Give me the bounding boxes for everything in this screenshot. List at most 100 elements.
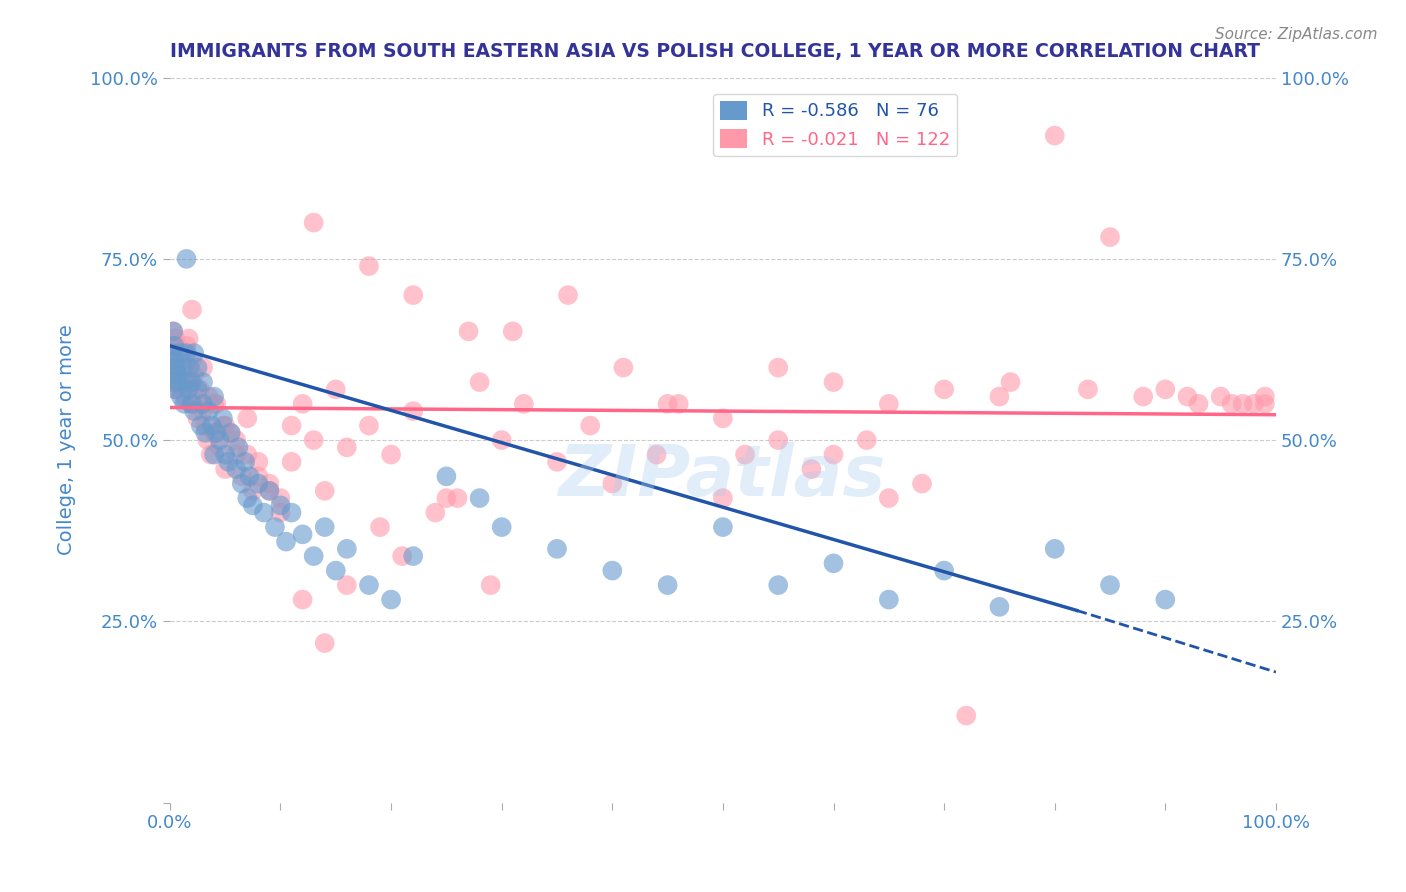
Point	[173, 397, 195, 411]
Point	[166, 339, 188, 353]
Point	[1154, 382, 1177, 396]
Point	[934, 382, 956, 396]
Point	[183, 404, 205, 418]
Point	[197, 404, 219, 418]
Point	[1077, 382, 1099, 396]
Point	[186, 360, 208, 375]
Point	[166, 353, 188, 368]
Point	[170, 346, 193, 360]
Point	[219, 425, 242, 440]
Point	[823, 448, 845, 462]
Point	[186, 411, 208, 425]
Point	[202, 425, 225, 440]
Point	[988, 599, 1011, 614]
Point	[162, 324, 184, 338]
Text: Source: ZipAtlas.com: Source: ZipAtlas.com	[1215, 27, 1378, 42]
Point	[259, 476, 281, 491]
Point	[800, 462, 823, 476]
Point	[231, 469, 253, 483]
Point	[176, 360, 198, 375]
Point	[225, 433, 247, 447]
Point	[291, 397, 314, 411]
Point	[177, 332, 200, 346]
Point	[176, 339, 198, 353]
Point	[163, 346, 186, 360]
Point	[170, 360, 193, 375]
Point	[325, 564, 347, 578]
Point	[214, 448, 236, 462]
Point	[238, 469, 260, 483]
Point	[197, 433, 219, 447]
Point	[855, 433, 877, 447]
Point	[269, 506, 291, 520]
Point	[166, 368, 188, 382]
Point	[167, 375, 190, 389]
Point	[766, 578, 789, 592]
Point	[194, 418, 217, 433]
Point	[264, 520, 287, 534]
Point	[169, 346, 191, 360]
Point	[165, 353, 187, 368]
Point	[214, 462, 236, 476]
Point	[402, 404, 425, 418]
Point	[1220, 397, 1243, 411]
Point	[253, 506, 276, 520]
Point	[546, 455, 568, 469]
Point	[357, 259, 380, 273]
Point	[247, 476, 270, 491]
Point	[280, 418, 302, 433]
Point	[402, 288, 425, 302]
Point	[1187, 397, 1209, 411]
Point	[402, 549, 425, 563]
Point	[291, 592, 314, 607]
Point	[176, 382, 198, 396]
Point	[225, 448, 247, 462]
Point	[302, 216, 325, 230]
Point	[162, 375, 184, 389]
Point	[190, 397, 212, 411]
Point	[934, 564, 956, 578]
Point	[600, 564, 623, 578]
Point	[877, 397, 900, 411]
Point	[163, 360, 186, 375]
Point	[612, 360, 634, 375]
Point	[657, 578, 679, 592]
Point	[180, 397, 202, 411]
Point	[1254, 390, 1277, 404]
Point	[259, 483, 281, 498]
Point	[188, 382, 211, 396]
Point	[214, 418, 236, 433]
Point	[236, 411, 259, 425]
Point	[911, 476, 934, 491]
Point	[1254, 397, 1277, 411]
Point	[202, 448, 225, 462]
Point	[212, 411, 235, 425]
Point	[162, 324, 184, 338]
Point	[165, 382, 187, 396]
Point	[546, 541, 568, 556]
Point	[1232, 397, 1254, 411]
Point	[955, 708, 977, 723]
Point	[314, 483, 336, 498]
Point	[1099, 230, 1122, 244]
Point	[218, 455, 240, 469]
Point	[336, 578, 359, 592]
Point	[202, 397, 225, 411]
Point	[205, 397, 228, 411]
Point	[734, 448, 756, 462]
Point	[274, 534, 297, 549]
Point	[711, 491, 734, 505]
Point	[269, 499, 291, 513]
Point	[468, 375, 491, 389]
Point	[191, 375, 214, 389]
Point	[766, 433, 789, 447]
Point	[434, 469, 457, 483]
Point	[228, 441, 250, 455]
Point	[557, 288, 579, 302]
Point	[280, 455, 302, 469]
Point	[163, 360, 186, 375]
Text: IMMIGRANTS FROM SOUTH EASTERN ASIA VS POLISH COLLEGE, 1 YEAR OR MORE CORRELATION: IMMIGRANTS FROM SOUTH EASTERN ASIA VS PO…	[170, 42, 1260, 61]
Point	[291, 527, 314, 541]
Point	[160, 360, 183, 375]
Point	[173, 368, 195, 382]
